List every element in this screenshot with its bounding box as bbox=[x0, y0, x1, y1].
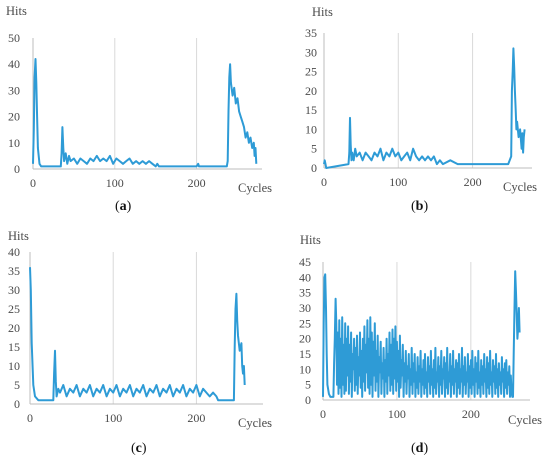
panel-paren: ( bbox=[411, 441, 416, 456]
y-tick-label: 5 bbox=[14, 378, 20, 392]
y-tick-label: 25 bbox=[299, 316, 311, 330]
y-tick-label: 25 bbox=[305, 65, 317, 79]
panel-letter: b bbox=[416, 199, 424, 214]
chart-panel-a: 0 10 20 30 40 50 0 100 200 Hits Cycles (a) bbox=[6, 4, 272, 214]
x-tick-label: 200 bbox=[187, 411, 205, 425]
series-line bbox=[29, 267, 246, 402]
y-tick-label: 35 bbox=[8, 264, 20, 278]
x-axis-label: Cycles bbox=[508, 413, 542, 427]
x-tick-label: 100 bbox=[104, 411, 122, 425]
y-tick-label: 30 bbox=[299, 301, 311, 315]
y-tick-label: 15 bbox=[305, 103, 317, 117]
y-axis-label: Hits bbox=[300, 233, 321, 247]
y-axis-label: Hits bbox=[312, 5, 333, 19]
x-axis-label: Cycles bbox=[238, 181, 272, 195]
y-tick-label: 20 bbox=[8, 321, 20, 335]
chart-panel-c: 0 5 10 15 20 25 30 35 40 0 100 200 Hits Cycles (c) bbox=[8, 229, 272, 456]
y-axis-label: Hits bbox=[6, 4, 27, 18]
x-axis-label: Cycles bbox=[503, 180, 537, 194]
x-tick-label: 200 bbox=[462, 407, 480, 421]
y-tick-label: 0 bbox=[14, 162, 20, 176]
x-tick-label: 100 bbox=[389, 175, 407, 189]
panel-paren: ) bbox=[127, 199, 132, 214]
series-line bbox=[322, 270, 521, 398]
x-tick-label: 0 bbox=[320, 407, 326, 421]
x-axis-label: Cycles bbox=[238, 416, 272, 430]
x-tick-label: 0 bbox=[27, 411, 33, 425]
y-tick-label: 15 bbox=[299, 347, 311, 361]
x-tick-label: 0 bbox=[321, 175, 327, 189]
y-tick-label: 10 bbox=[305, 122, 317, 136]
panel-label: (a) bbox=[115, 199, 132, 214]
x-tick-label: 100 bbox=[106, 176, 124, 190]
x-tick-label: 0 bbox=[30, 176, 36, 190]
panel-paren: ) bbox=[423, 441, 428, 456]
y-tick-label: 10 bbox=[8, 359, 20, 373]
panel-label: (d) bbox=[411, 441, 428, 456]
y-tick-label: 30 bbox=[8, 283, 20, 297]
panel-letter: d bbox=[416, 441, 424, 456]
y-tick-label: 0 bbox=[305, 393, 311, 407]
y-tick-label: 30 bbox=[8, 83, 20, 97]
panel-paren: ( bbox=[411, 199, 416, 214]
y-tick-label: 35 bbox=[299, 286, 311, 300]
y-tick-label: 5 bbox=[305, 378, 311, 392]
y-tick-label: 10 bbox=[8, 136, 20, 150]
panel-letter: c bbox=[136, 441, 142, 456]
panel-paren: ( bbox=[115, 199, 120, 214]
y-tick-label: 40 bbox=[8, 245, 20, 259]
y-tick-label: 0 bbox=[311, 161, 317, 175]
x-tick-label: 200 bbox=[188, 176, 206, 190]
y-tick-label: 20 bbox=[299, 332, 311, 346]
series-line bbox=[32, 58, 258, 168]
panel-letter: a bbox=[120, 199, 127, 214]
x-tick-label: 200 bbox=[464, 175, 482, 189]
x-tick-label: 100 bbox=[388, 407, 406, 421]
y-tick-label: 40 bbox=[299, 270, 311, 284]
panel-paren: ) bbox=[423, 199, 428, 214]
y-tick-label: 0 bbox=[14, 397, 20, 411]
panel-paren: ) bbox=[142, 441, 147, 456]
y-tick-label: 45 bbox=[299, 255, 311, 269]
y-axis-label: Hits bbox=[8, 229, 29, 243]
y-tick-label: 30 bbox=[305, 45, 317, 59]
y-tick-label: 50 bbox=[8, 31, 20, 45]
series-line bbox=[323, 47, 526, 169]
panel-paren: ( bbox=[131, 441, 136, 456]
y-tick-label: 20 bbox=[305, 84, 317, 98]
y-tick-label: 40 bbox=[8, 57, 20, 71]
y-tick-label: 20 bbox=[8, 110, 20, 124]
y-tick-label: 5 bbox=[311, 142, 317, 156]
y-tick-label: 10 bbox=[299, 362, 311, 376]
panel-label: (b) bbox=[411, 199, 428, 214]
y-tick-label: 25 bbox=[8, 302, 20, 316]
panel-label: (c) bbox=[131, 441, 147, 456]
chart-panel-b: 0 5 10 15 20 25 30 35 0 100 200 Hits Cycles (b) bbox=[305, 5, 537, 214]
y-tick-label: 35 bbox=[305, 26, 317, 40]
y-tick-label: 15 bbox=[8, 340, 20, 354]
